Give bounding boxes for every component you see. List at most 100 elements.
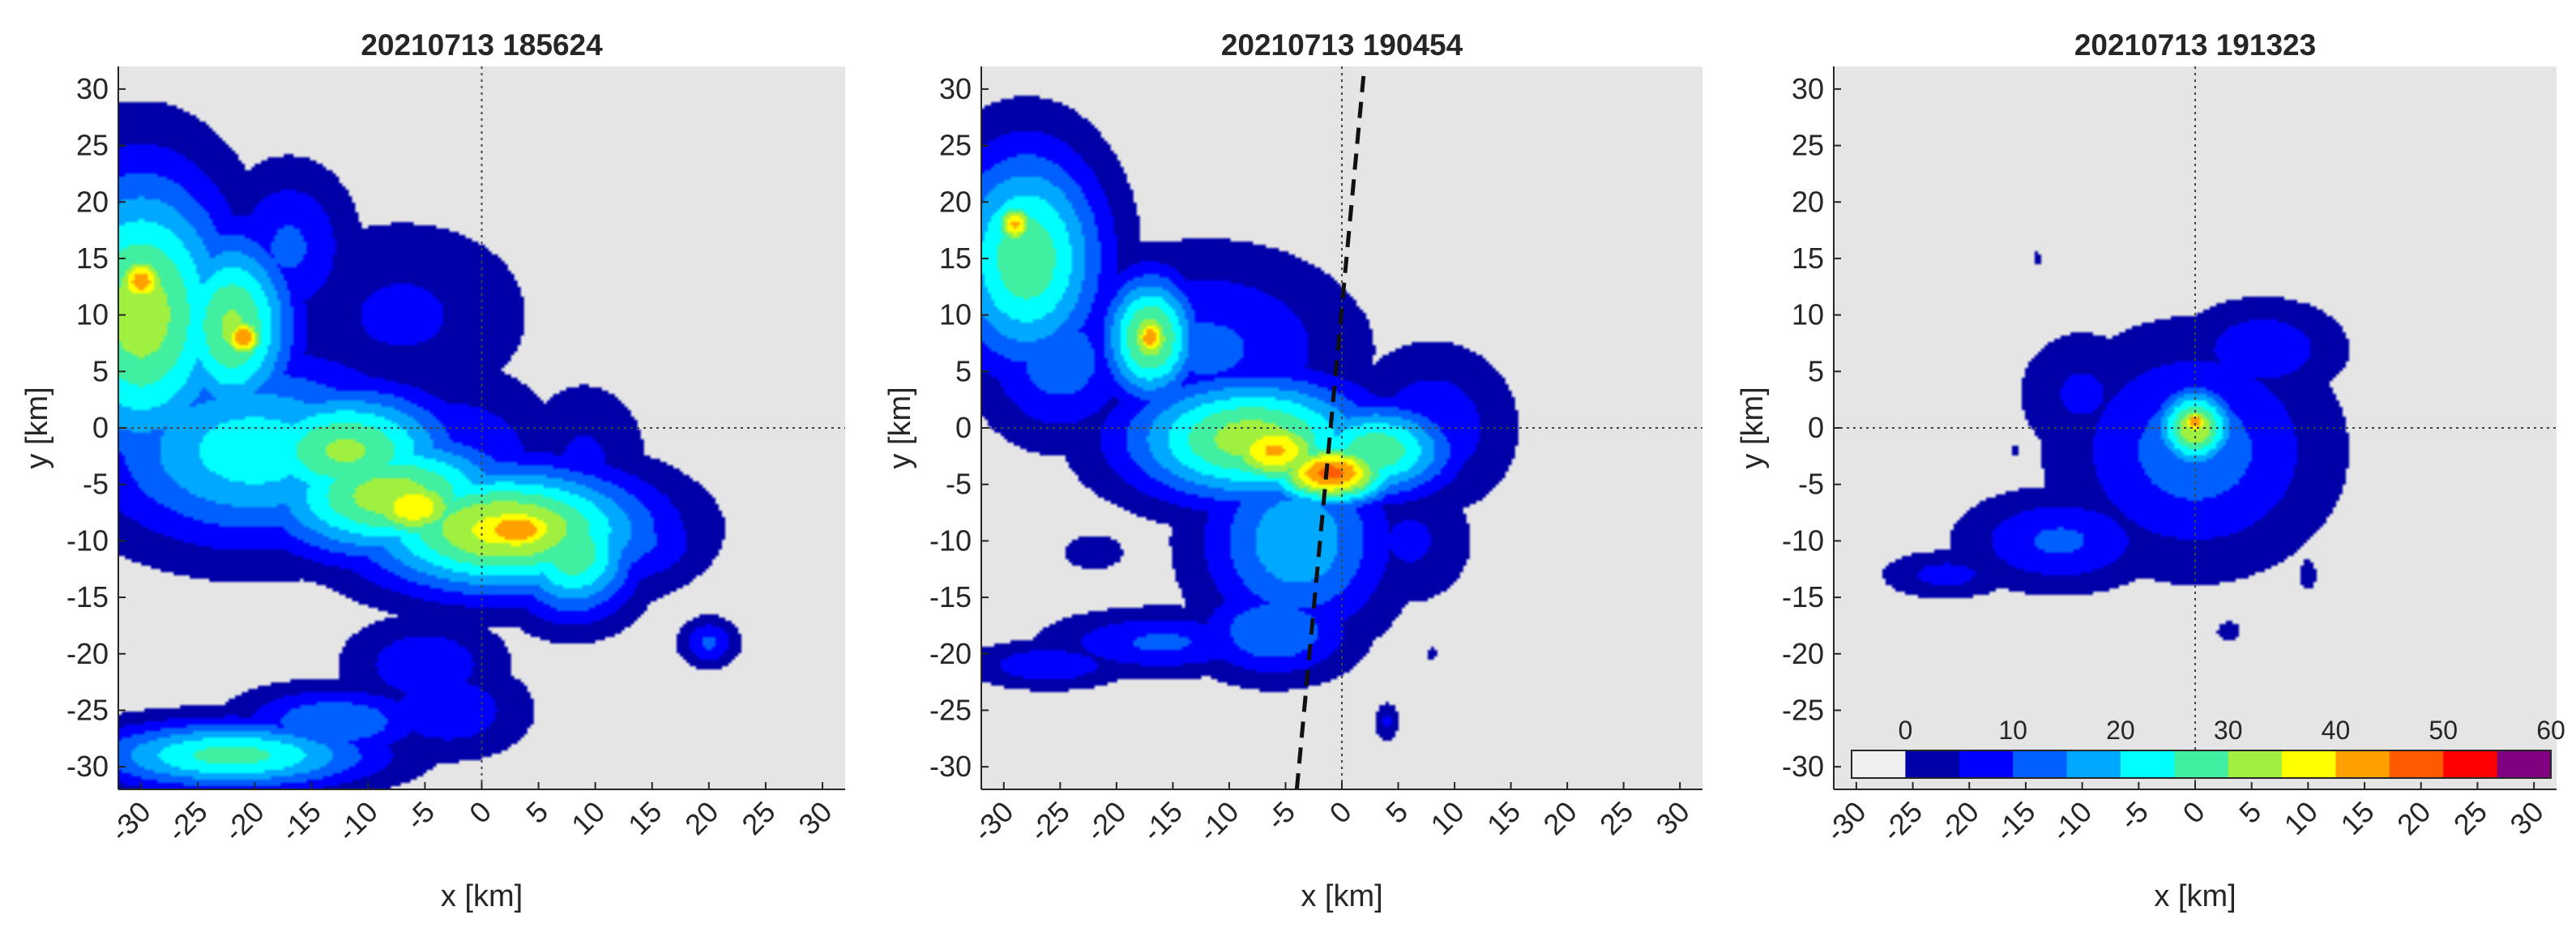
y-tick-label: -20: [1782, 637, 1824, 670]
x-tick-label: -20: [1079, 795, 1133, 849]
colorbar-frame: [1851, 750, 2552, 779]
colorbar-swatch: [2282, 750, 2336, 778]
y-tick-label: 15: [939, 242, 972, 275]
x-tick-label: -20: [217, 795, 271, 849]
x-tick-label: 5: [2232, 795, 2267, 830]
panel-title: 20210713 185624: [361, 28, 603, 62]
colorbar-swatch: [1959, 750, 2014, 778]
y-tick-label: 10: [1792, 298, 1824, 331]
colorbar-tick-label: 40: [2322, 716, 2351, 745]
x-tick-label: 0: [1323, 795, 1358, 830]
x-tick-label: -30: [1819, 795, 1873, 849]
colorbar-swatch: [2120, 750, 2175, 778]
x-tick-label: -5: [2112, 795, 2155, 837]
y-tick-label: 0: [1808, 411, 1824, 444]
y-tick-label: 10: [939, 298, 972, 331]
y-tick-label: 30: [1792, 72, 1824, 105]
x-tick-label: 0: [463, 795, 498, 830]
x-tick-label: 25: [1593, 795, 1639, 841]
x-tick-label: 0: [2177, 795, 2211, 830]
x-tick-label: 15: [622, 795, 668, 841]
colorbar-tick-label: 0: [1898, 716, 1912, 745]
x-tick-label: -30: [104, 795, 157, 849]
colorbar-tick-label: 30: [2214, 716, 2243, 745]
y-tick-label: -15: [66, 580, 109, 613]
y-tick-label: 20: [1792, 185, 1824, 218]
y-tick-label: -20: [66, 637, 109, 670]
y-tick-label: 25: [76, 129, 109, 162]
colorbar-swatch: [2013, 750, 2068, 778]
colorbar-tick-label: 20: [2106, 716, 2135, 745]
colorbar-swatch: [2066, 750, 2121, 778]
x-tick-label: 20: [1536, 795, 1583, 841]
x-tick-label: -25: [1023, 795, 1076, 849]
y-tick-label: -5: [1798, 468, 1824, 501]
y-tick-label: 20: [76, 185, 109, 218]
x-tick-label: 25: [2447, 795, 2493, 841]
colorbar-swatch: [2443, 750, 2498, 778]
colorbar-swatch: [2228, 750, 2283, 778]
colorbar-tick-label: 50: [2429, 716, 2458, 745]
colorbar-swatch: [1905, 750, 1960, 778]
y-tick-label: -10: [66, 524, 109, 557]
x-tick-label: -5: [1259, 795, 1301, 837]
x-tick-label: -15: [274, 795, 327, 849]
colorbar-swatch: [2389, 750, 2444, 778]
x-tick-label: -20: [1932, 795, 1985, 849]
colorbar-swatch: [1852, 750, 1906, 778]
colorbar-tick-label: 10: [1998, 716, 2027, 745]
x-tick-label: -10: [331, 795, 384, 849]
x-tick-label: 10: [1424, 795, 1470, 841]
x-tick-label: 10: [565, 795, 611, 841]
x-tick-label: 25: [735, 795, 781, 841]
y-tick-label: -15: [1782, 580, 1824, 613]
y-tick-label: 5: [92, 354, 109, 387]
x-tick-label: 5: [1379, 795, 1414, 830]
x-tick-label: 5: [519, 795, 554, 830]
y-tick-label: 15: [76, 242, 109, 275]
x-tick-label: 20: [678, 795, 724, 841]
colorbar-swatch: [2497, 750, 2552, 778]
y-tick-label: 5: [1808, 354, 1824, 387]
y-tick-label: -5: [83, 468, 109, 501]
y-tick-label: 5: [955, 354, 972, 387]
y-tick-label: -30: [1782, 750, 1824, 783]
y-tick-label: -10: [929, 524, 972, 557]
y-axis-label: y [km]: [20, 387, 54, 468]
y-tick-label: -25: [66, 693, 109, 726]
y-axis-label: y [km]: [1736, 387, 1770, 468]
x-tick-label: 15: [1480, 795, 1527, 841]
colorbar-swatch: [2174, 750, 2229, 778]
x-tick-label: 15: [2334, 795, 2380, 841]
x-tick-label: -10: [1192, 795, 1245, 849]
x-tick-label: -10: [2044, 795, 2098, 849]
y-tick-label: 0: [92, 411, 109, 444]
y-tick-label: 0: [955, 411, 972, 444]
colorbar-swatch: [2335, 750, 2390, 778]
x-tick-label: 10: [2278, 795, 2324, 841]
colorbar-tick-label: 60: [2536, 716, 2565, 745]
x-tick-label: 30: [2503, 795, 2549, 841]
x-tick-label: -5: [399, 795, 441, 837]
panel-title: 20210713 191323: [2074, 28, 2316, 62]
y-tick-label: 25: [939, 129, 972, 162]
x-axis-label: x [km]: [441, 879, 523, 913]
y-tick-label: 30: [939, 72, 972, 105]
y-tick-label: 30: [76, 72, 109, 105]
x-tick-label: -15: [1135, 795, 1189, 849]
y-tick-label: -15: [929, 580, 972, 613]
x-tick-label: -15: [1989, 795, 2042, 849]
x-tick-label: 20: [2390, 795, 2437, 841]
x-tick-label: 30: [1650, 795, 1696, 841]
y-tick-label: -25: [1782, 693, 1824, 726]
y-tick-label: -10: [1782, 524, 1824, 557]
y-tick-label: 25: [1792, 129, 1824, 162]
reflectivity-field: [1834, 66, 2557, 789]
x-tick-label: -25: [160, 795, 214, 849]
y-tick-label: -20: [929, 637, 972, 670]
x-axis-label: x [km]: [1301, 879, 1382, 913]
x-tick-label: -30: [967, 795, 1020, 849]
